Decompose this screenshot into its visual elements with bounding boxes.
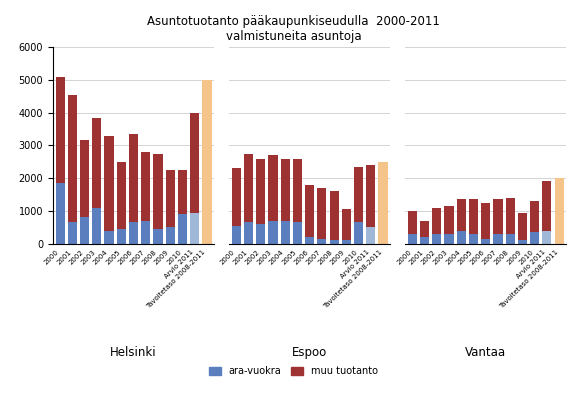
Text: Espoo: Espoo — [292, 346, 328, 359]
Bar — [366, 227, 375, 244]
Bar — [432, 208, 441, 234]
Bar — [68, 95, 77, 222]
Bar — [92, 118, 102, 208]
Bar — [153, 229, 163, 244]
Bar — [56, 183, 65, 244]
Bar — [203, 80, 211, 244]
Bar — [329, 191, 339, 241]
Bar — [268, 221, 278, 244]
Bar — [420, 237, 429, 244]
Bar — [379, 162, 387, 244]
Bar — [494, 200, 502, 234]
Bar — [342, 241, 351, 244]
Text: Asuntotuotanto pääkaupunkiseudulla  2000-2011: Asuntotuotanto pääkaupunkiseudulla 2000-… — [147, 15, 440, 28]
Text: Helsinki: Helsinki — [110, 346, 157, 359]
Bar — [141, 221, 150, 244]
Bar — [530, 201, 539, 232]
Bar — [178, 170, 187, 214]
Bar — [354, 167, 363, 222]
Bar — [166, 227, 175, 244]
Bar — [232, 168, 241, 226]
Bar — [408, 211, 417, 234]
Bar — [117, 162, 126, 229]
Bar — [232, 226, 241, 244]
Text: valmistuneita asuntoja: valmistuneita asuntoja — [225, 30, 362, 43]
Bar — [190, 113, 199, 213]
Bar — [469, 200, 478, 234]
Bar — [305, 185, 314, 237]
Bar — [256, 158, 265, 224]
Bar — [432, 234, 441, 244]
Bar — [129, 134, 138, 222]
Bar — [530, 232, 539, 244]
Bar — [117, 229, 126, 244]
Bar — [244, 154, 253, 222]
Bar — [444, 234, 454, 244]
Bar — [354, 222, 363, 244]
Bar — [80, 217, 89, 244]
Bar — [555, 178, 564, 244]
Bar — [104, 231, 114, 244]
Bar — [178, 214, 187, 244]
Bar — [293, 158, 302, 222]
Bar — [190, 213, 199, 244]
Bar — [129, 222, 138, 244]
Text: Vantaa: Vantaa — [465, 346, 507, 359]
Bar — [104, 136, 114, 231]
Bar — [329, 241, 339, 244]
Bar — [293, 222, 302, 244]
Bar — [342, 209, 351, 241]
Bar — [408, 234, 417, 244]
Bar — [518, 241, 527, 244]
Bar — [244, 222, 253, 244]
Bar — [457, 231, 466, 244]
Bar — [318, 239, 326, 244]
Bar — [92, 208, 102, 244]
Bar — [366, 165, 375, 227]
Bar — [444, 206, 454, 234]
Bar — [305, 237, 314, 244]
Bar — [281, 221, 290, 244]
Bar — [268, 155, 278, 221]
Bar — [457, 200, 466, 231]
Bar — [256, 224, 265, 244]
Bar — [141, 152, 150, 221]
Bar — [318, 188, 326, 239]
Bar — [481, 239, 490, 244]
Bar — [80, 140, 89, 217]
Legend: ara-vuokra, muu tuotanto: ara-vuokra, muu tuotanto — [205, 362, 382, 380]
Bar — [505, 234, 515, 244]
Bar — [166, 170, 175, 227]
Bar — [505, 198, 515, 234]
Bar — [518, 213, 527, 241]
Bar — [153, 154, 163, 229]
Bar — [68, 222, 77, 244]
Bar — [469, 234, 478, 244]
Bar — [281, 158, 290, 221]
Bar — [542, 182, 551, 231]
Bar — [494, 234, 502, 244]
Bar — [542, 231, 551, 244]
Bar — [420, 221, 429, 237]
Bar — [56, 77, 65, 183]
Bar — [481, 203, 490, 239]
